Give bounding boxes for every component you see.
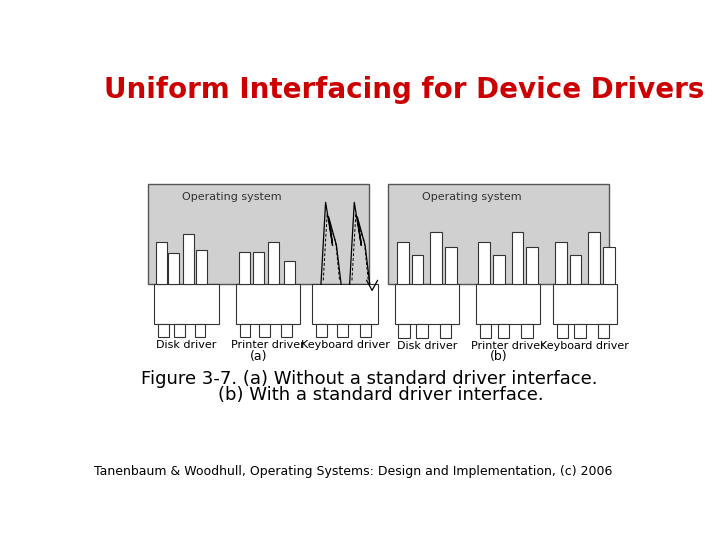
Text: Disk driver: Disk driver	[156, 340, 217, 350]
Bar	[480, 325, 492, 338]
Bar	[512, 232, 523, 284]
Bar	[253, 252, 264, 284]
Text: Operating system: Operating system	[182, 192, 282, 202]
Text: Operating system: Operating system	[423, 192, 522, 202]
Bar	[269, 242, 279, 284]
Bar	[158, 325, 169, 338]
Bar	[498, 325, 509, 338]
Bar	[148, 184, 369, 284]
Bar	[240, 325, 251, 338]
Bar	[239, 252, 250, 284]
Bar	[439, 325, 451, 338]
Bar	[312, 284, 378, 325]
Bar	[316, 325, 327, 338]
Bar	[196, 249, 207, 284]
Bar	[476, 284, 540, 325]
Bar	[478, 242, 490, 284]
Text: Uniform Interfacing for Device Drivers: Uniform Interfacing for Device Drivers	[104, 76, 704, 104]
Bar	[553, 284, 617, 325]
Text: (b): (b)	[490, 350, 508, 363]
Text: Figure 3-7. (a) Without a standard driver interface.: Figure 3-7. (a) Without a standard drive…	[140, 370, 598, 388]
Text: (a): (a)	[250, 350, 267, 363]
Bar	[284, 261, 294, 284]
Bar	[598, 325, 609, 338]
Text: Keyboard driver: Keyboard driver	[301, 340, 390, 350]
Bar	[493, 255, 505, 284]
Text: Disk driver: Disk driver	[397, 341, 457, 351]
Bar	[397, 242, 408, 284]
Bar	[168, 253, 179, 284]
Bar	[183, 234, 194, 284]
Bar	[588, 232, 600, 284]
Bar	[557, 325, 568, 338]
Text: (b) With a standard driver interface.: (b) With a standard driver interface.	[194, 386, 544, 404]
Text: Keyboard driver: Keyboard driver	[541, 341, 629, 351]
Bar	[431, 232, 442, 284]
Bar	[388, 184, 609, 284]
Bar	[555, 242, 567, 284]
Bar	[398, 325, 410, 338]
Bar	[281, 325, 292, 338]
Bar	[361, 325, 372, 338]
Bar	[416, 325, 428, 338]
Bar	[412, 255, 423, 284]
Bar	[521, 325, 533, 338]
Bar	[526, 247, 538, 284]
Bar	[603, 247, 615, 284]
Bar	[154, 284, 219, 325]
Bar	[235, 284, 300, 325]
Text: Printer driver: Printer driver	[231, 340, 305, 350]
Bar	[445, 247, 456, 284]
Bar	[174, 325, 184, 338]
Bar	[156, 242, 167, 284]
Text: Tanenbaum & Woodhull, Operating Systems: Design and Implementation, (c) 2006: Tanenbaum & Woodhull, Operating Systems:…	[94, 465, 612, 478]
Bar	[194, 325, 205, 338]
Bar	[575, 325, 586, 338]
Bar	[570, 255, 581, 284]
Bar	[259, 325, 270, 338]
Text: Printer driver: Printer driver	[471, 341, 545, 351]
Bar	[337, 325, 348, 338]
Bar	[395, 284, 459, 325]
